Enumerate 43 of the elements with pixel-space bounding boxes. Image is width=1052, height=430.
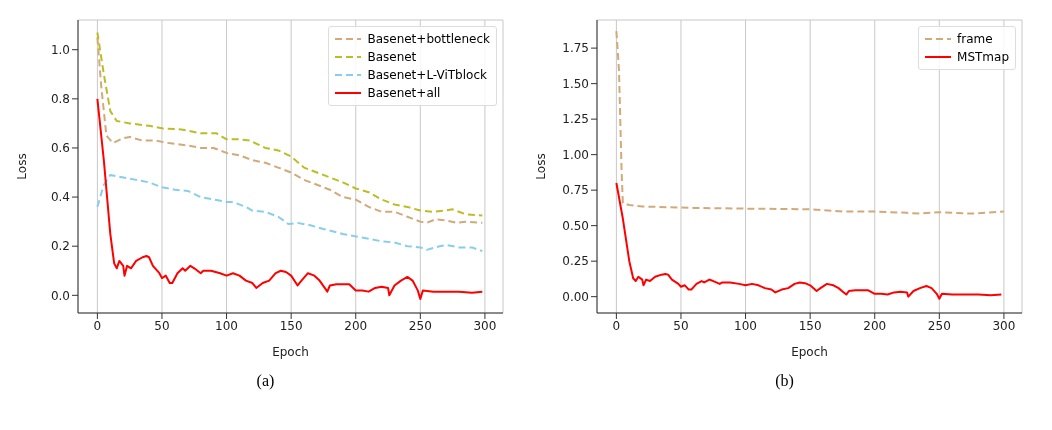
x-tick-label: 50 bbox=[154, 318, 170, 333]
line-series bbox=[96, 173, 484, 253]
y-tick-label: 1.00 bbox=[562, 147, 589, 162]
y-axis-title: Loss bbox=[15, 153, 30, 180]
y-tick-label: 0.2 bbox=[50, 239, 70, 254]
x-tick-label: 200 bbox=[863, 318, 887, 333]
x-tick-label: 100 bbox=[215, 318, 239, 333]
x-tick-label: 0 bbox=[93, 318, 102, 333]
y-axis-title: Loss bbox=[534, 153, 549, 180]
y-tick-label: 1.0 bbox=[50, 42, 70, 57]
y-tick-label: 1.75 bbox=[562, 41, 589, 56]
y-tick-label: 1.25 bbox=[562, 112, 589, 127]
x-tick-label: 50 bbox=[673, 318, 689, 333]
legend-label: Basenet+all bbox=[367, 85, 441, 102]
legend-label: Basenet+L-ViTblock bbox=[367, 67, 487, 84]
y-tick-label: 0.25 bbox=[562, 254, 589, 269]
legend-label: MSTmap bbox=[957, 49, 1009, 66]
x-tick-label: 200 bbox=[344, 318, 368, 333]
legend-label: Basenet bbox=[367, 49, 417, 66]
x-tick-label: 150 bbox=[279, 318, 303, 333]
y-tick-label: 0.4 bbox=[50, 190, 70, 205]
x-tick-label: 300 bbox=[473, 318, 497, 333]
text: (a) bbox=[255, 372, 276, 390]
x-tick-label: 300 bbox=[992, 318, 1016, 333]
y-tick-label: 0.0 bbox=[50, 288, 70, 303]
y-tick-label: 1.50 bbox=[562, 76, 589, 91]
line-series bbox=[615, 182, 1003, 300]
text: (b) bbox=[774, 372, 795, 390]
x-tick-label: 250 bbox=[927, 318, 951, 333]
x-tick-label: 250 bbox=[408, 318, 432, 333]
y-tick-label: 0.50 bbox=[562, 218, 589, 233]
x-tick-label: 100 bbox=[734, 318, 758, 333]
x-axis-title: Epoch bbox=[791, 345, 828, 359]
y-tick-label: 0.8 bbox=[50, 92, 70, 107]
x-axis-title: Epoch bbox=[272, 345, 309, 359]
x-tick-label: 0 bbox=[612, 318, 621, 333]
legend-label: Basenet+bottleneck bbox=[367, 31, 490, 48]
y-tick-label: 0.00 bbox=[562, 289, 589, 304]
line-series bbox=[96, 97, 484, 300]
y-tick-label: 0.75 bbox=[562, 183, 589, 198]
y-tick-label: 0.6 bbox=[50, 141, 70, 156]
x-tick-label: 150 bbox=[798, 318, 822, 333]
legend-label: frame bbox=[957, 31, 993, 48]
